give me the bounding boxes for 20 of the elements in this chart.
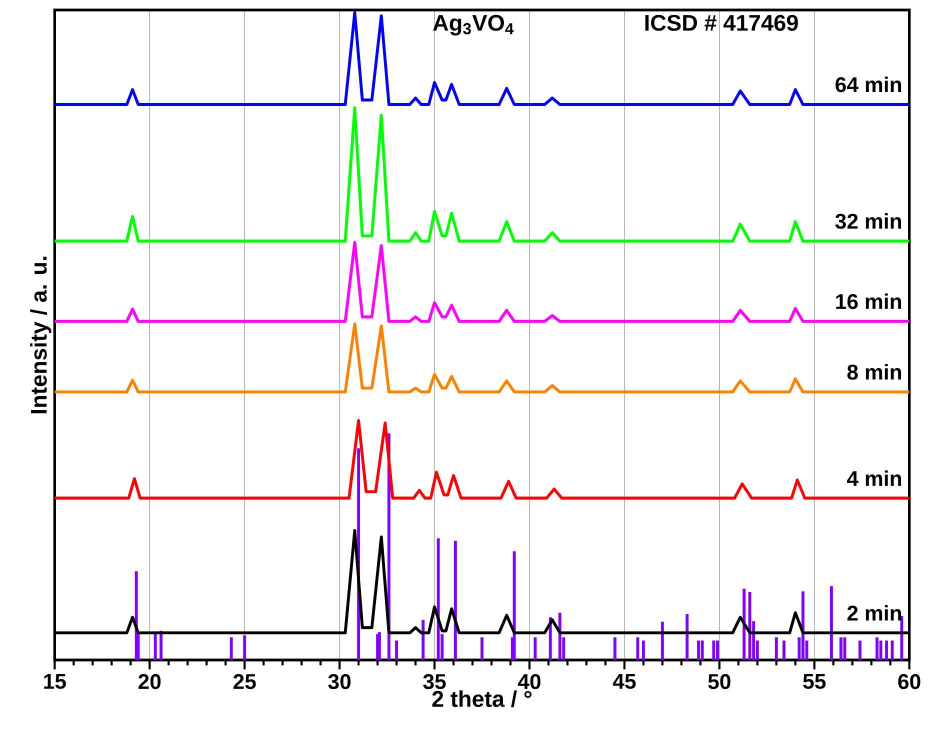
x-tick-label: 20	[138, 674, 161, 690]
x-tick-label: 55	[803, 674, 826, 689]
annotation: Ag$_{3}$VO$_{4}$	[433, 14, 514, 36]
x-tick-label: 30	[328, 674, 351, 690]
x-tick-label: 15	[44, 674, 66, 689]
x-tick-label: 50	[708, 674, 730, 690]
x-tick-label: 60	[898, 674, 920, 690]
series-label: 64 min	[836, 76, 902, 92]
series-label: 2 min	[847, 605, 902, 621]
x-tick-label: 40	[518, 674, 540, 690]
series-label: 16 min	[836, 293, 902, 310]
annotation: ICSD # 417469	[645, 14, 798, 31]
x-axis-title: 2 theta / °	[432, 690, 532, 708]
x-tick-label: 45	[612, 674, 636, 689]
series-label: 32 min	[835, 213, 902, 229]
x-tick-label: 25	[233, 674, 256, 690]
x-tick-label: 35	[423, 674, 446, 690]
y-axis-title: Intensity / a. u.	[30, 256, 52, 414]
series-label: 8 min	[847, 364, 902, 380]
series-label: 4 min	[846, 470, 902, 486]
